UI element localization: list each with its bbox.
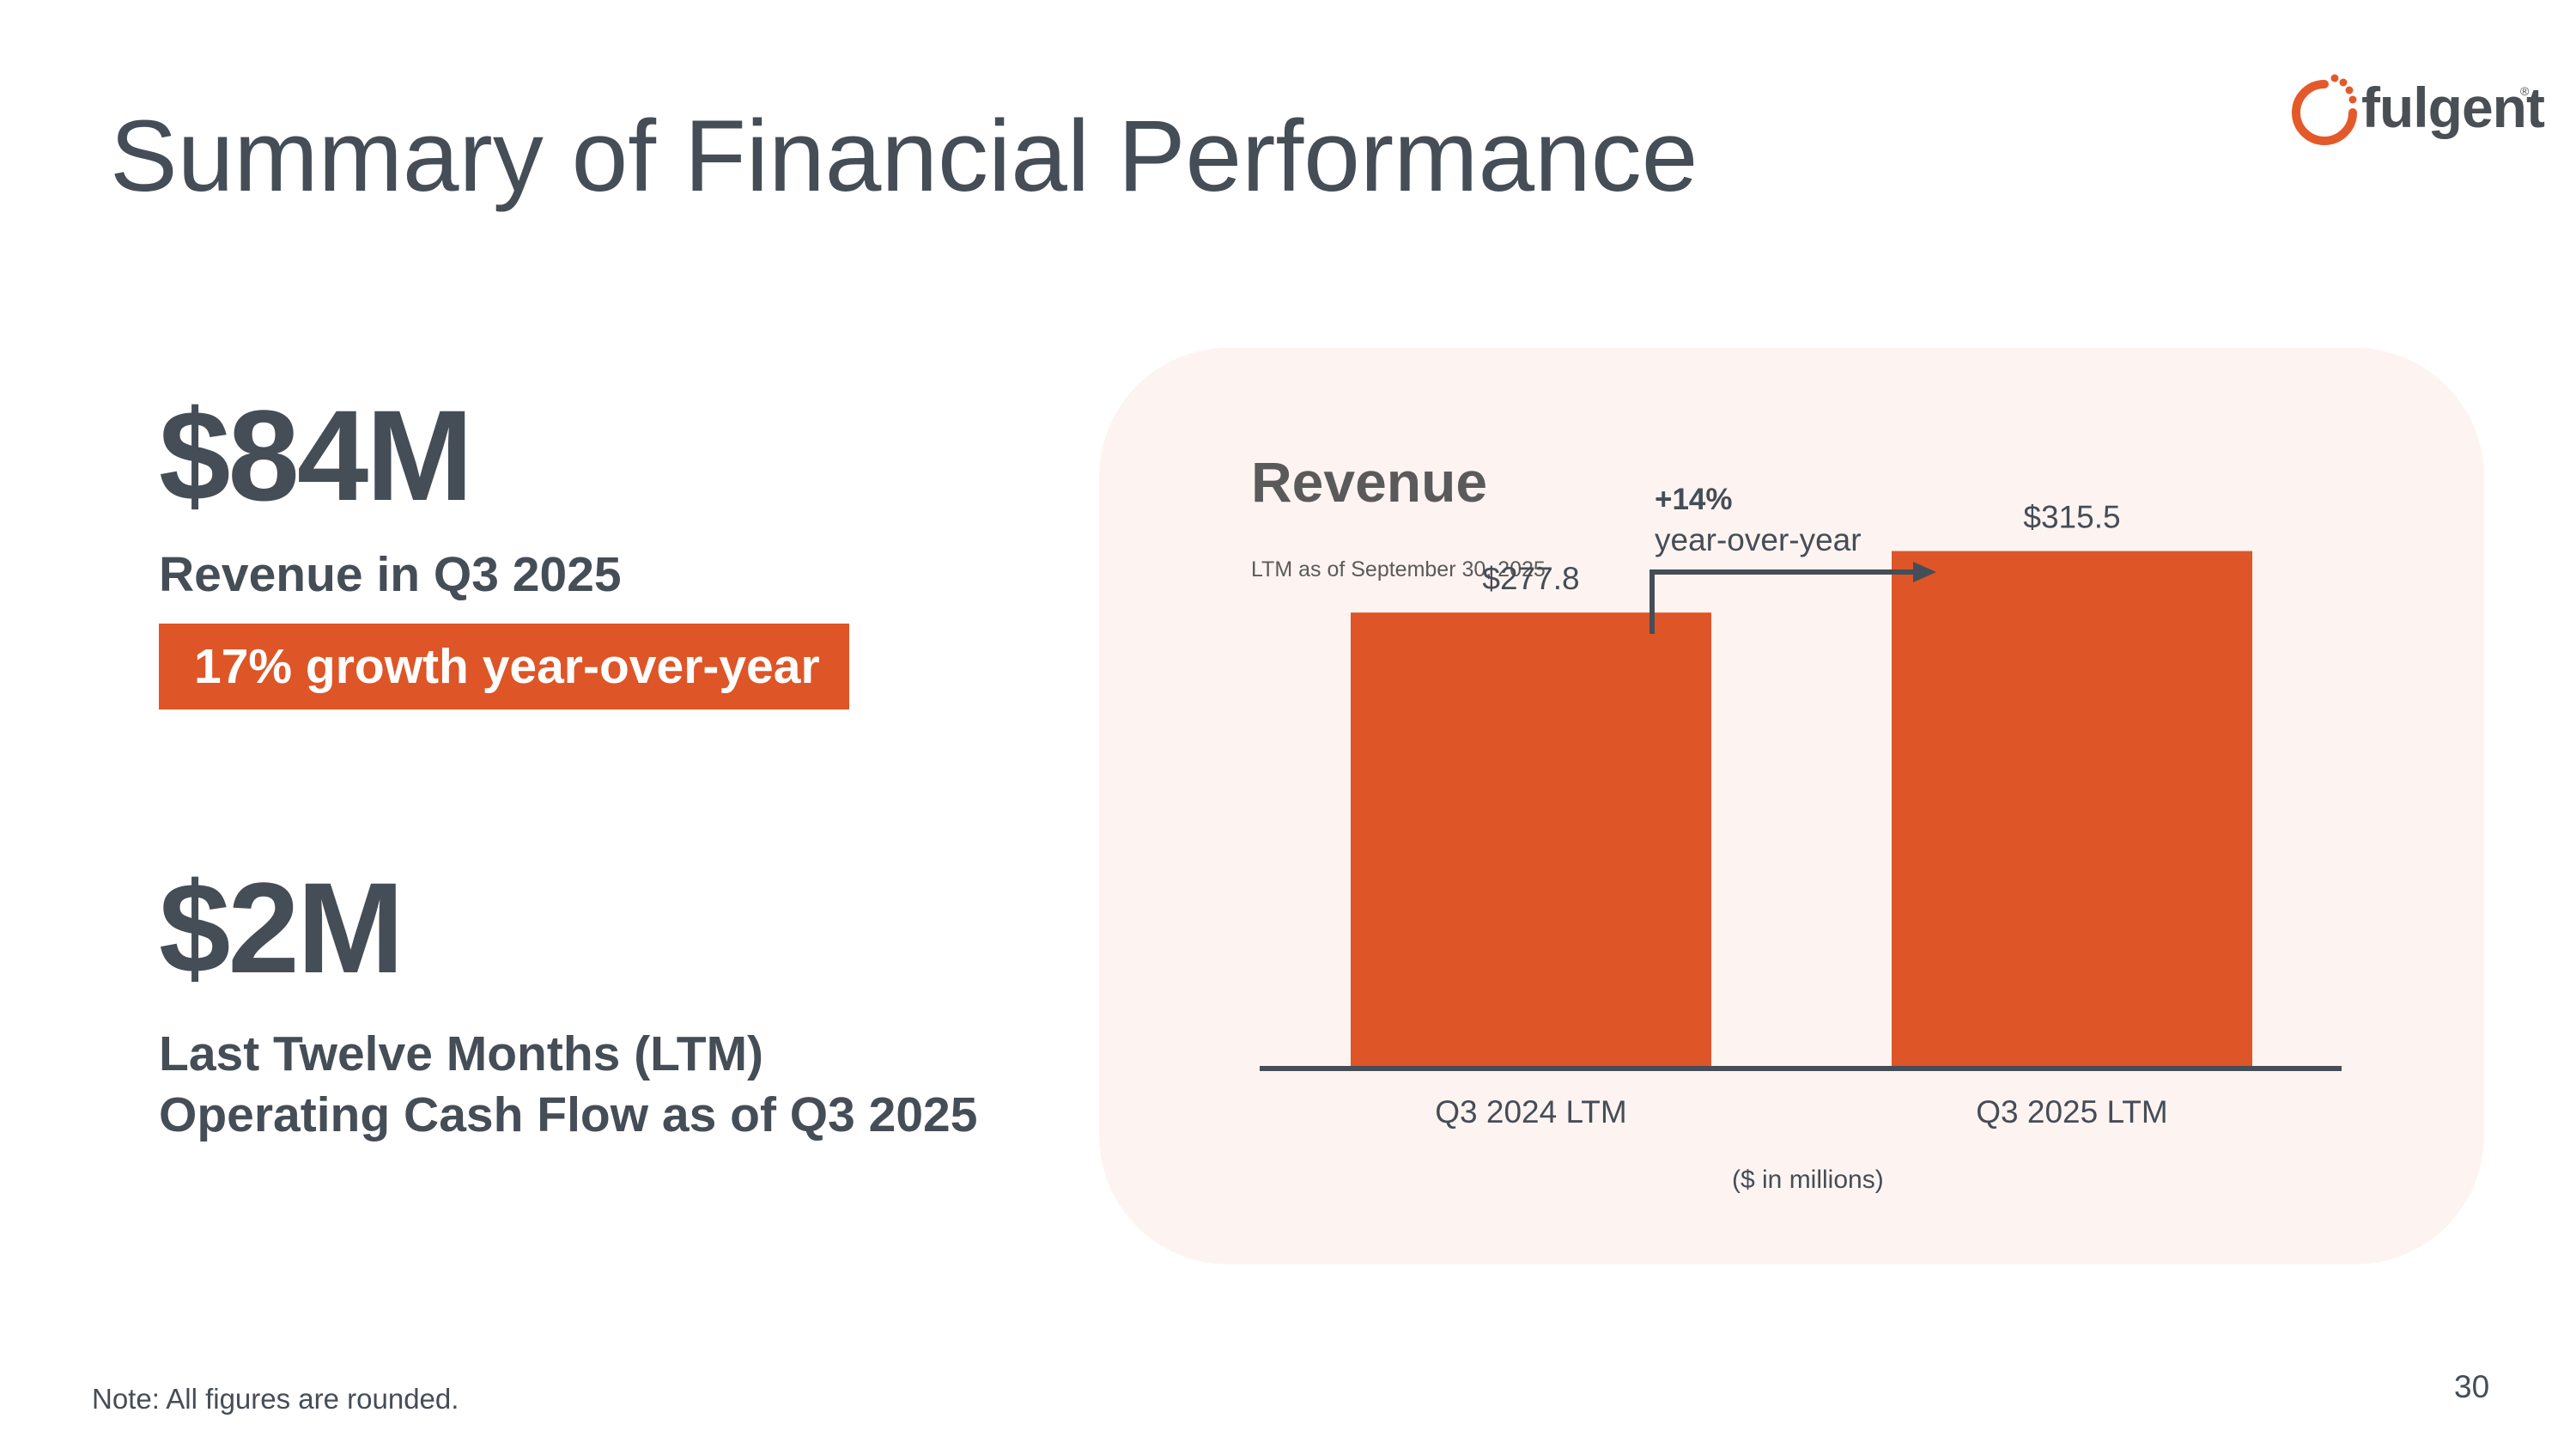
cash-flow-metric-value: $2M (159, 855, 404, 1000)
yoy-change-value: +14% (1655, 483, 1733, 516)
bar-1 (1351, 612, 1711, 1066)
yoy-change-label: year-over-year (1655, 522, 1862, 557)
revenue-metric-value: $84M (159, 383, 473, 527)
bar-2-value-label: $315.5 (2023, 500, 2120, 535)
yoy-arrow-line (1649, 569, 1917, 634)
page-title: Summary of Financial Performance (110, 100, 1698, 213)
cash-flow-label-line2: Operating Cash Flow as of Q3 2025 (159, 1087, 978, 1142)
logo-wordmark: fulgent (2361, 76, 2545, 139)
cash-flow-label-line1: Last Twelve Months (LTM) (159, 1026, 764, 1081)
x-tick-label-1: Q3 2024 LTM (1435, 1094, 1626, 1129)
revenue-metric-label: Revenue in Q3 2025 (159, 547, 622, 602)
chart-panel (1099, 348, 2484, 1264)
units-label: ($ in millions) (1732, 1166, 1884, 1194)
chart-subtitle: LTM as of September 30, 2025 (1251, 557, 1546, 581)
bar-1-value-label: $277.8 (1482, 561, 1579, 596)
yoy-arrow-head (1913, 562, 1936, 582)
chart-title: Revenue (1251, 450, 1488, 514)
fulgent-logo: fulgent ® (2280, 67, 2545, 153)
growth-badge: 17% growth year-over-year (159, 624, 849, 709)
bar-2 (1892, 551, 2252, 1066)
x-tick-label-2: Q3 2025 LTM (1976, 1094, 2167, 1129)
fulgent-logo-icon (2292, 74, 2357, 145)
logo-registered-mark: ® (2520, 84, 2530, 98)
footnote: Note: All figures are rounded. (92, 1383, 459, 1415)
page-number: 30 (2454, 1369, 2490, 1404)
